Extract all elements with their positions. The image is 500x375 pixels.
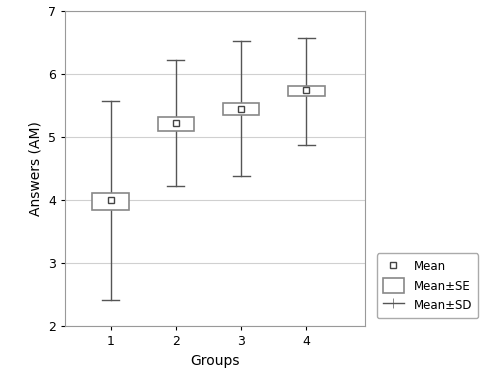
FancyBboxPatch shape bbox=[92, 193, 129, 210]
Legend: Mean, Mean±SE, Mean±SD: Mean, Mean±SE, Mean±SD bbox=[377, 254, 478, 318]
FancyBboxPatch shape bbox=[288, 86, 325, 96]
X-axis label: Groups: Groups bbox=[190, 354, 240, 368]
FancyBboxPatch shape bbox=[223, 103, 260, 115]
FancyBboxPatch shape bbox=[158, 117, 194, 131]
Y-axis label: Answers (AM): Answers (AM) bbox=[28, 122, 42, 216]
